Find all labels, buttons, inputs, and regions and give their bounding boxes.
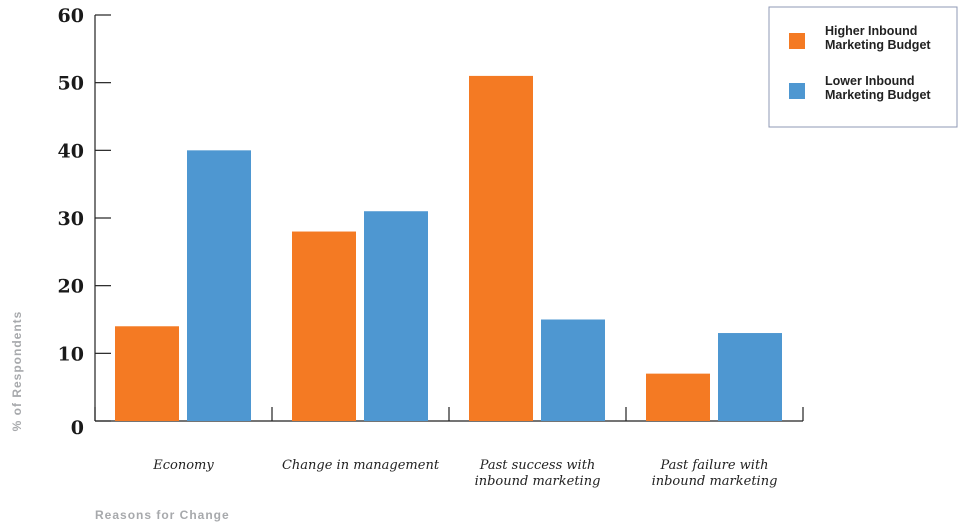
legend: Higher Inbound Marketing Budget Lower Inbo… xyxy=(768,6,958,128)
y-tick-label: 50 xyxy=(58,73,84,95)
y-tick-label: 60 xyxy=(58,5,84,27)
y-tick-label: 30 xyxy=(58,208,84,230)
bar-series-2 xyxy=(187,150,251,422)
y-tick-label: 20 xyxy=(58,276,84,298)
bar-series-1 xyxy=(115,326,179,421)
bar-series-2 xyxy=(718,333,782,421)
legend-swatch xyxy=(789,33,805,49)
bar-series-2 xyxy=(541,319,605,421)
y-tick-label: 0 xyxy=(71,417,84,439)
bars xyxy=(115,75,782,422)
x-tick-label: Economy xyxy=(152,458,214,473)
y-axis-title: % of Respondents xyxy=(10,311,24,432)
bar-series-1 xyxy=(469,75,533,422)
legend-label: Higher Inbound Marketing Budget xyxy=(825,24,931,52)
x-tick-label: Past failure with inbound marketing xyxy=(652,458,778,489)
bar-series-2 xyxy=(364,211,428,421)
x-tick-labels: Economy Change in management Past success … xyxy=(152,458,777,489)
y-axis: 0 10 20 30 40 50 60 xyxy=(58,5,111,439)
legend-box xyxy=(768,6,958,128)
bar-series-1 xyxy=(646,373,710,421)
x-axis-title: Reasons for Change xyxy=(95,508,230,522)
x-tick-label: Change in management xyxy=(282,458,440,473)
x-tick-label: Past success with inbound marketing xyxy=(475,458,601,489)
y-tick-label: 40 xyxy=(58,140,84,162)
y-tick-label: 10 xyxy=(58,343,84,365)
bar-series-1 xyxy=(292,231,356,421)
legend-swatch xyxy=(789,83,805,99)
legend-label: Lower Inbound Marketing Budget xyxy=(825,74,931,102)
